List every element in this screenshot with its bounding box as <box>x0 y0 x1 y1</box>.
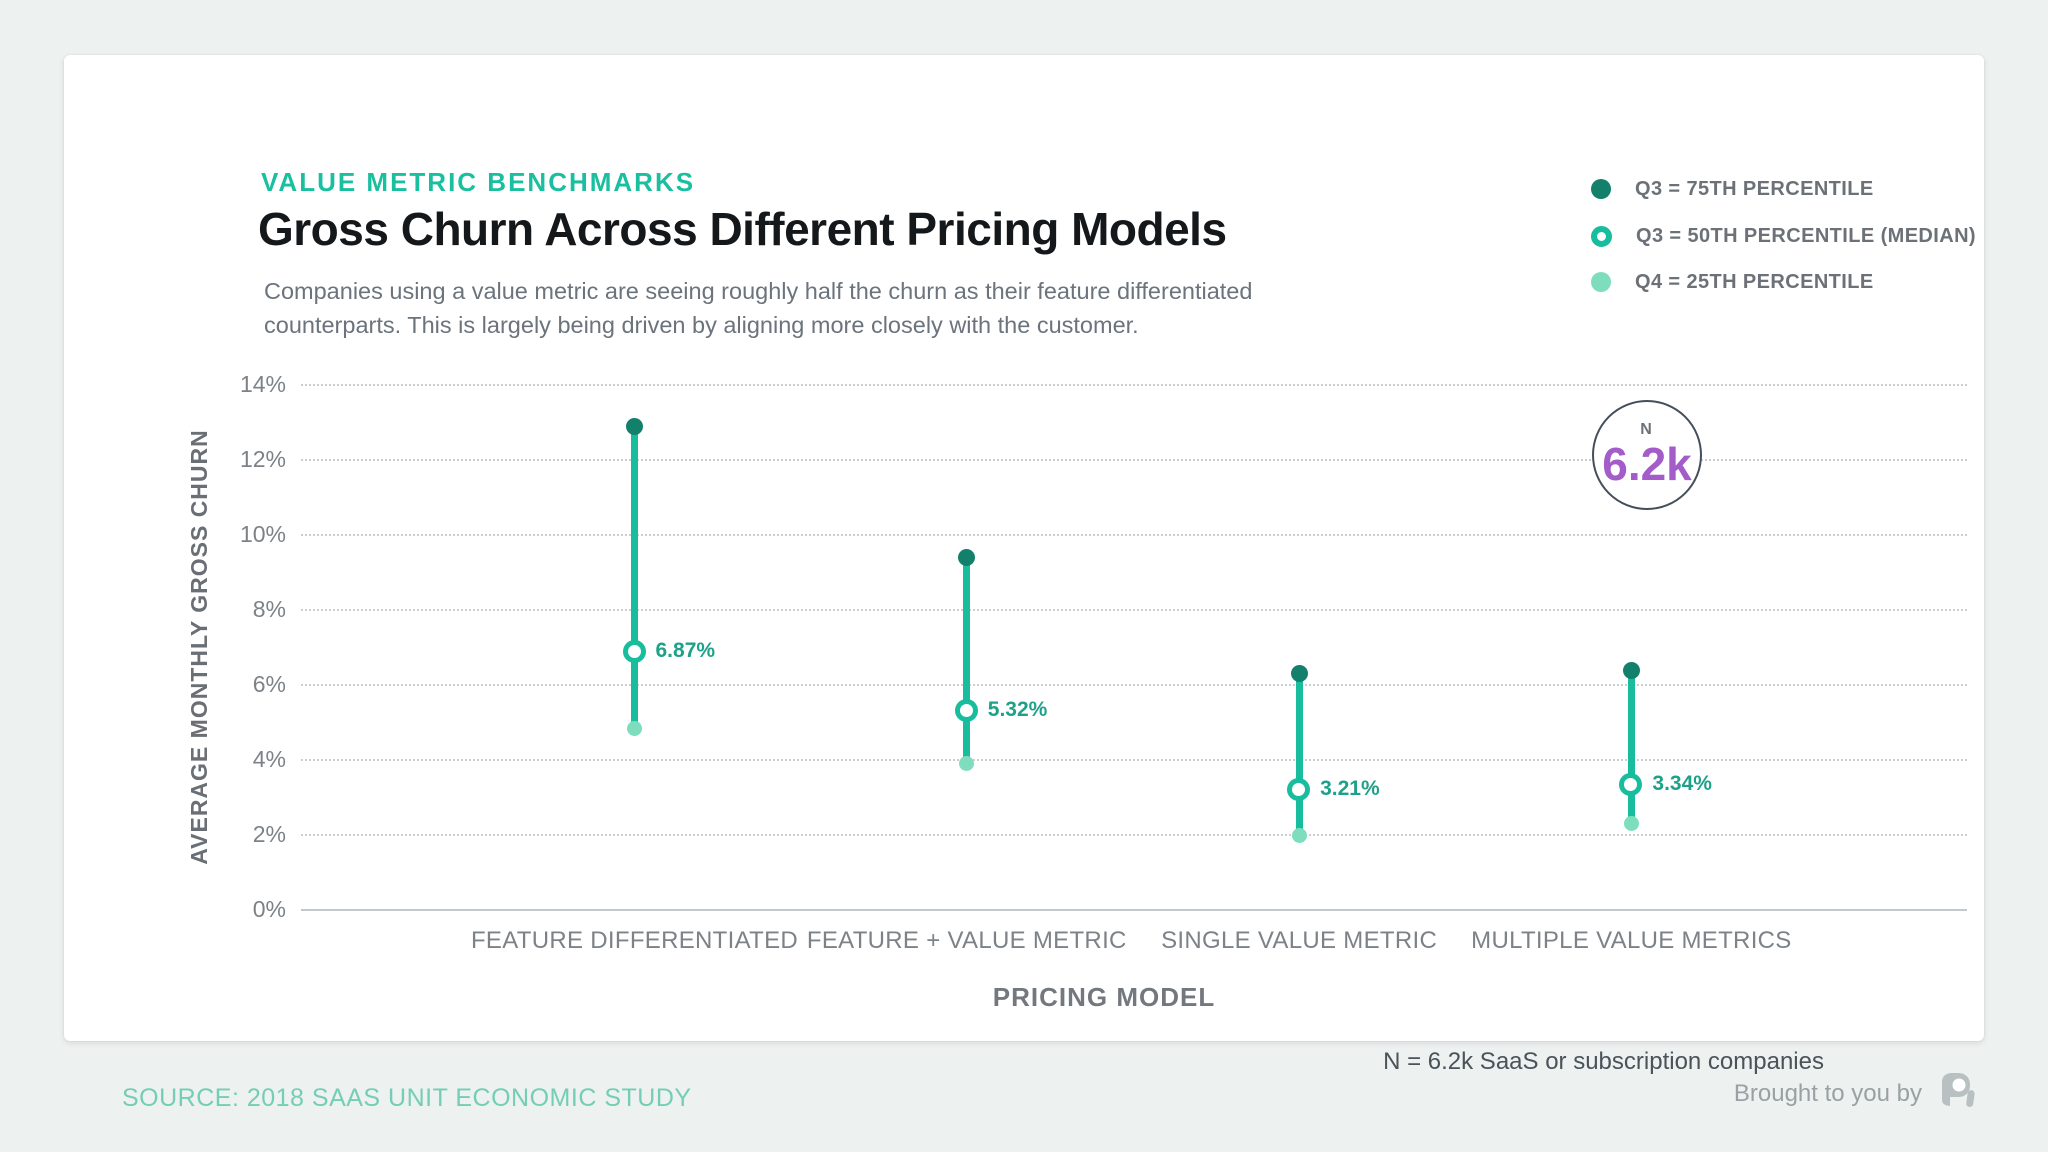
sample-size-note: N = 6.2k SaaS or subscription companies <box>1383 1048 1824 1075</box>
gridline <box>301 834 1967 836</box>
p75-marker <box>1622 661 1640 679</box>
attribution-text: Brought to you by <box>1733 1079 1922 1107</box>
ring-legend-icon <box>1591 225 1612 247</box>
dot-light-legend-icon <box>1591 272 1611 292</box>
p25-marker <box>1623 816 1639 832</box>
range-line <box>1627 670 1635 824</box>
median-label: 3.34% <box>1652 771 1712 795</box>
dot-dark-legend-icon <box>1591 179 1611 199</box>
source-attribution: SOURCE: 2018 SAAS UNIT ECONOMIC STUDY <box>122 1084 692 1112</box>
chart-subtitle: Companies using a value metric are seein… <box>264 278 1253 338</box>
median-marker <box>622 640 646 664</box>
legend-label: Q3 = 50TH PERCENTILE (MEDIAN) <box>1636 224 1976 247</box>
p25-marker <box>1291 827 1307 843</box>
category-label: MULTIPLE VALUE METRICS <box>1471 927 1792 954</box>
p75-marker <box>1290 665 1308 683</box>
median-marker <box>1287 777 1311 801</box>
legend-label: Q4 = 25TH PERCENTILE <box>1635 270 1874 293</box>
y-tick-label: 8% <box>252 596 286 622</box>
y-tick-label: 12% <box>239 446 286 472</box>
sample-size-badge: N 6.2k <box>1592 400 1702 510</box>
median-marker <box>1619 772 1643 796</box>
median-label: 5.32% <box>987 697 1048 721</box>
gridline <box>301 459 1967 461</box>
sample-size-value: 6.2k <box>1602 438 1692 490</box>
median-marker <box>954 698 978 722</box>
range-line <box>1295 673 1303 835</box>
legend-item: Q4 = 25TH PERCENTILE <box>1591 268 1874 296</box>
range-line <box>963 557 971 764</box>
legend-label: Q3 = 75TH PERCENTILE <box>1635 177 1874 200</box>
range-line <box>631 426 638 729</box>
x-axis-title: PRICING MODEL <box>992 982 1216 1012</box>
y-tick-label: 10% <box>239 521 286 547</box>
legend-item: Q3 = 75TH PERCENTILE <box>1591 175 1874 203</box>
y-tick-label: 4% <box>252 746 286 772</box>
brought-to-you-by: Brought to you by <box>1734 1070 1978 1117</box>
y-tick-label: 6% <box>252 671 286 697</box>
median-label: 6.87% <box>655 639 716 663</box>
chart-card: VALUE METRIC BENCHMARKS Gross Churn Acro… <box>64 55 1984 1075</box>
category-label: FEATURE + VALUE METRIC <box>806 927 1127 954</box>
p25-marker <box>959 756 975 772</box>
sample-size-label: N <box>1640 421 1654 438</box>
category-label: SINGLE VALUE METRIC <box>1161 927 1438 954</box>
gridline <box>301 759 1967 761</box>
y-axis-title: AVERAGE MONTHLY GROSS CHURN <box>186 429 212 865</box>
y-tick-label: 14% <box>239 371 286 397</box>
gridline <box>301 534 1967 536</box>
gridline <box>301 384 1967 386</box>
p75-marker <box>626 417 643 435</box>
median-label: 3.21% <box>1320 776 1380 800</box>
p75-marker <box>958 549 976 566</box>
y-tick-label: 0% <box>252 896 286 922</box>
chart-title: Gross Churn Across Different Pricing Mod… <box>258 203 1227 255</box>
chart-eyebrow: VALUE METRIC BENCHMARKS <box>261 167 696 197</box>
y-tick-label: 2% <box>252 821 286 847</box>
p25-marker <box>627 720 642 736</box>
x-axis-baseline <box>301 909 1967 911</box>
profitwell-logo-icon <box>1936 1070 1978 1117</box>
gridline <box>301 609 1967 611</box>
gridline <box>301 684 1967 686</box>
legend-item: Q3 = 50TH PERCENTILE (MEDIAN) <box>1591 222 1976 250</box>
category-label: FEATURE DIFFERENTIATED <box>470 927 799 954</box>
